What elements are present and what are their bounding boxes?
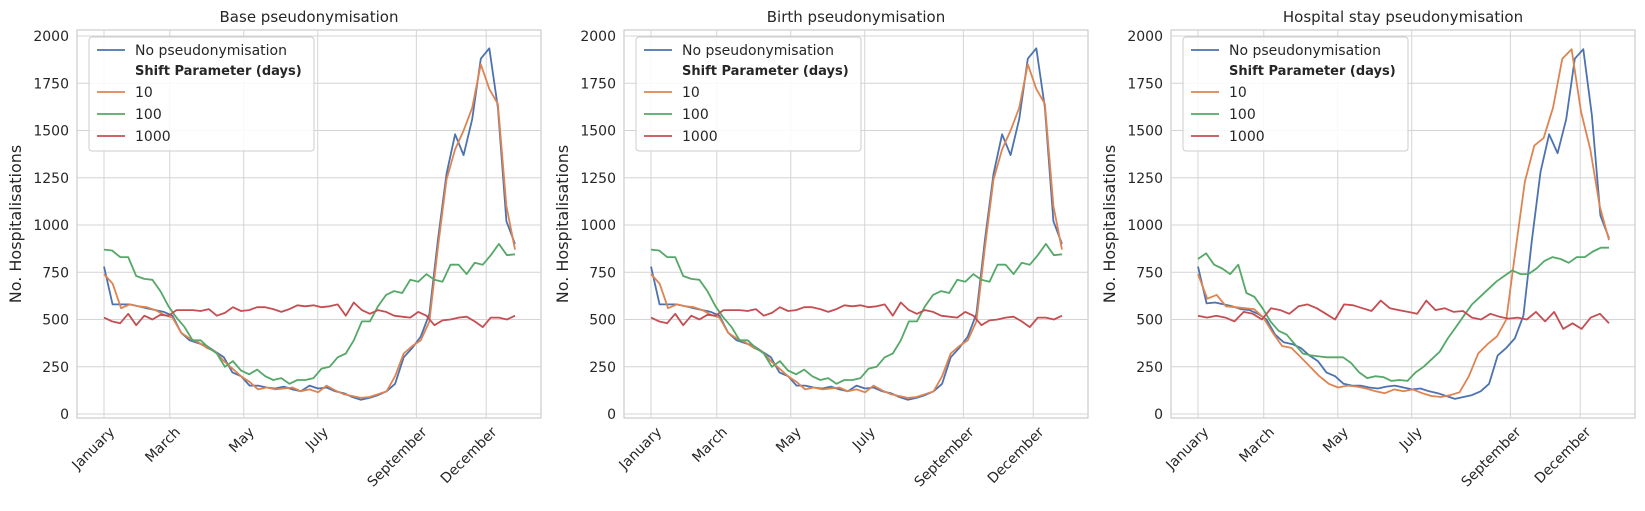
series-line-1 [1197, 48, 1610, 400]
chart-title: Birth pseudonymisation [767, 8, 945, 26]
x-tick-label: March [1236, 424, 1277, 465]
y-tick-label: 1000 [580, 218, 616, 234]
y-tick-label: 1000 [1127, 218, 1163, 234]
x-tick-label: January [1163, 424, 1213, 474]
x-tick-label: May [1320, 424, 1352, 456]
chart-title: Base pseudonymisation [220, 8, 399, 26]
legend-label: 10 [682, 85, 700, 101]
legend-title: Shift Parameter (days) [1229, 64, 1396, 79]
y-tick-label: 1500 [33, 124, 69, 140]
subplot-3: 0 250 500 750 1000 1250 1500 1750 2000 January Mar… [1100, 8, 1636, 490]
y-tick-label: 750 [42, 265, 69, 281]
x-tick-label: March [689, 424, 730, 465]
x-tick-label: July [1396, 424, 1426, 454]
y-tick-label: 2000 [580, 29, 616, 45]
legend: No pseudonymisation Shift Parameter (days… [88, 36, 315, 152]
y-tick-label: 2000 [33, 29, 69, 45]
legend-label: 100 [135, 107, 162, 123]
x-tick-label: May [226, 424, 258, 456]
y-tick-label: 500 [42, 313, 69, 329]
subplot-2: 0 250 500 750 1000 1250 1500 1750 2000 January Mar… [553, 8, 1089, 490]
x-tick-label: January [616, 424, 666, 474]
y-tick-label: 1250 [580, 171, 616, 187]
y-tick-label: 2000 [1127, 29, 1163, 45]
y-tick-label: 250 [1136, 360, 1163, 376]
y-tick-label: 1500 [1127, 124, 1163, 140]
x-tick-label: May [773, 424, 805, 456]
y-tick-label: 500 [1136, 313, 1163, 329]
series-line-4 [650, 301, 1063, 329]
y-tick-label: 250 [589, 360, 616, 376]
legend: No pseudonymisation Shift Parameter (days… [1182, 36, 1409, 152]
series-line-2 [650, 63, 1063, 399]
y-axis-label: No. Hospitalisations [1100, 145, 1119, 304]
series-line-1 [103, 47, 516, 401]
legend-label: No pseudonymisation [682, 43, 834, 59]
legend: No pseudonymisation Shift Parameter (days… [635, 36, 862, 152]
x-tick-label: September [1458, 424, 1524, 490]
y-tick-label: 1750 [580, 76, 616, 92]
legend-label: 10 [135, 85, 153, 101]
legend-label: 10 [1229, 85, 1247, 101]
legend-label: 1000 [1229, 129, 1265, 145]
y-tick-label: 1250 [1127, 171, 1163, 187]
y-tick-label: 1750 [1127, 76, 1163, 92]
x-tick-label: December [438, 424, 501, 487]
legend-frame [1182, 36, 1409, 152]
series-line-4 [1197, 299, 1610, 330]
y-axis-label: No. Hospitalisations [6, 145, 25, 304]
y-tick-label: 750 [1136, 265, 1163, 281]
x-tick-label: March [142, 424, 183, 465]
y-tick-label: 1000 [33, 218, 69, 234]
legend-frame [88, 36, 315, 152]
y-tick-label: 1250 [33, 171, 69, 187]
y-tick-label: 750 [589, 265, 616, 281]
legend-label: 100 [682, 107, 709, 123]
y-axis-label: No. Hospitalisations [553, 145, 572, 304]
x-tick-label: December [1532, 424, 1595, 487]
x-tick-label: July [302, 424, 332, 454]
x-tick-label: July [849, 424, 879, 454]
legend-label: No pseudonymisation [135, 43, 287, 59]
series-line-4 [103, 301, 516, 329]
series-line-1 [650, 47, 1063, 401]
series-line-2 [1197, 48, 1610, 398]
subplot-1: 0 250 500 750 1000 1250 1500 1750 2000 January Mar… [6, 8, 542, 490]
x-tick-label: December [985, 424, 1048, 487]
legend-label: No pseudonymisation [1229, 43, 1381, 59]
legend-label: 100 [1229, 107, 1256, 123]
legend-label: 1000 [135, 129, 171, 145]
legend-label: 1000 [682, 129, 718, 145]
legend-frame [635, 36, 862, 152]
x-tick-label: January [69, 424, 119, 474]
y-tick-label: 0 [607, 407, 616, 423]
legend-title: Shift Parameter (days) [135, 64, 302, 79]
legend-title: Shift Parameter (days) [682, 64, 849, 79]
y-tick-label: 1500 [580, 124, 616, 140]
x-tick-label: September [364, 424, 430, 490]
y-tick-label: 500 [589, 313, 616, 329]
y-tick-label: 250 [42, 360, 69, 376]
y-tick-label: 0 [1154, 407, 1163, 423]
y-tick-label: 0 [60, 407, 69, 423]
series-line-2 [103, 63, 516, 399]
chart-title: Hospital stay pseudonymisation [1283, 8, 1523, 26]
x-tick-label: September [911, 424, 977, 490]
y-tick-label: 1750 [33, 76, 69, 92]
